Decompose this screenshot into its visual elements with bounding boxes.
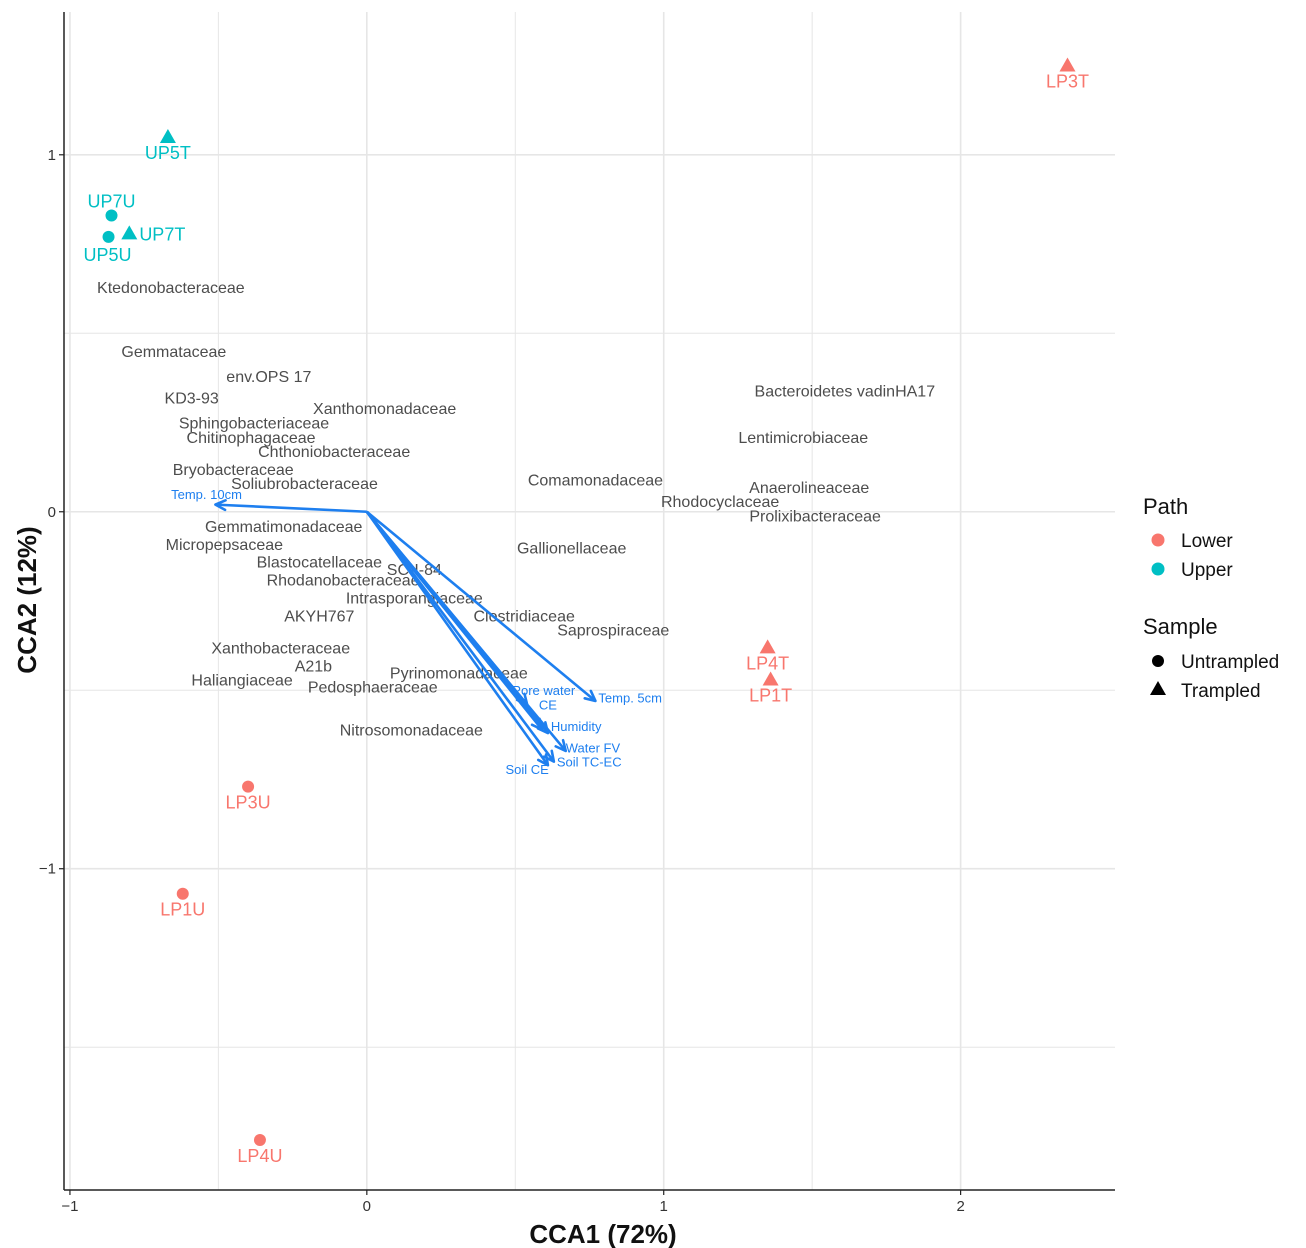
sample-point-5 xyxy=(759,639,776,654)
taxon-label-2: env.OPS 17 xyxy=(226,369,311,386)
sample-label-5: LP4T xyxy=(746,653,789,673)
sample-label-3: UP7T xyxy=(139,224,185,244)
taxon-label-6: Chitinophagaceae xyxy=(187,430,316,447)
taxon-label-9: Soliubrobacteraceae xyxy=(231,476,378,493)
sample-point-0 xyxy=(1059,57,1076,72)
y-tick-label-0: −1 xyxy=(39,861,56,878)
sample-point-6 xyxy=(762,671,779,686)
sample-label-9: LP4U xyxy=(237,1146,282,1166)
env-arrow-line-1 xyxy=(366,510,597,702)
taxon-label-25: Comamonadaceae xyxy=(528,473,663,490)
sample-point-9 xyxy=(253,1134,266,1147)
taxon-label-1: Gemmataceae xyxy=(121,344,226,361)
legend-lower-label: Lower xyxy=(1181,531,1233,552)
env-label-6: Soil TC-EC xyxy=(557,755,622,770)
taxon-label-26: Gallionellaceae xyxy=(517,540,627,557)
taxon-label-28: Lentimicrobiaceae xyxy=(738,430,868,447)
env-label-5: Water FV xyxy=(566,740,621,755)
legend-untrampled-label: Untrampled xyxy=(1181,652,1279,673)
sample-label-1: UP5T xyxy=(145,143,191,163)
taxon-label-27: Bacteroidetes vadinHA17 xyxy=(755,383,936,400)
env-label-2: Pore water xyxy=(512,683,576,698)
legend-lower-key xyxy=(1151,533,1165,547)
env-arrow-line-0 xyxy=(215,503,367,514)
sample-point-7 xyxy=(242,780,255,793)
env-label-3: CE xyxy=(539,698,557,713)
axes xyxy=(59,12,1115,1195)
taxon-label-0: Ktedonobacteraceae xyxy=(97,280,245,297)
taxon-label-10: Gemmatimonadaceae xyxy=(205,519,363,536)
legend-upper-label: Upper xyxy=(1181,560,1233,581)
env-arrow-head-7 xyxy=(536,753,550,767)
tick-labels: −1 0 1 2 −1 0 1 xyxy=(39,147,965,1215)
x-tick-label-3: 2 xyxy=(956,1198,964,1215)
taxon-label-13: Rhodanobacteraceae xyxy=(267,573,420,590)
gridlines xyxy=(64,12,1115,1190)
taxon-label-23: Pedosphaeraceae xyxy=(308,680,438,697)
env-arrow-head-0 xyxy=(214,499,227,512)
legend-upper-key xyxy=(1151,562,1165,576)
legend-untrampled-key xyxy=(1152,655,1164,667)
taxon-label-20: A21b xyxy=(295,658,332,675)
taxon-label-19: Xanthobacteraceae xyxy=(211,640,350,657)
taxon-label-4: Xanthomonadaceae xyxy=(313,401,456,418)
sample-point-4 xyxy=(102,230,115,243)
env-arrow-line-7 xyxy=(365,511,549,766)
taxon-label-18: Saprospiraceae xyxy=(557,623,669,640)
taxon-label-3: KD3-93 xyxy=(165,391,219,408)
sample-point-8 xyxy=(176,887,189,900)
sample-label-8: LP1U xyxy=(160,900,205,920)
legend-trampled-key xyxy=(1150,681,1166,695)
legend-path-title: Path xyxy=(1143,494,1188,519)
taxon-label-11: Micropepsaceae xyxy=(166,537,284,554)
env-label-7: Soil CE xyxy=(505,762,549,777)
taxon-label-31: Prolixibacteraceae xyxy=(749,508,881,525)
sample-label-0: LP3T xyxy=(1046,72,1089,92)
x-tick-label-0: −1 xyxy=(61,1198,78,1215)
legend: Path Lower Upper Sample Untrampled Tramp… xyxy=(1143,494,1279,702)
taxon-label-29: Anaerolineaceae xyxy=(749,480,869,497)
sample-label-2: UP7U xyxy=(87,191,135,211)
sample-point-1 xyxy=(159,128,176,143)
taxon-label-15: Intrasporangiaceae xyxy=(346,590,483,607)
env-label-0: Temp. 10cm xyxy=(171,487,242,502)
x-axis-title: CCA1 (72%) xyxy=(529,1219,676,1248)
y-axis-title: CCA2 (12%) xyxy=(12,526,42,673)
env-label-1: Temp. 5cm xyxy=(598,690,662,705)
sample-point-2 xyxy=(105,209,118,222)
legend-sample-title: Sample xyxy=(1143,614,1218,639)
taxon-label-22: Haliangiaceae xyxy=(191,673,293,690)
sample-label-7: LP3U xyxy=(226,793,271,813)
sample-point-3 xyxy=(121,225,138,240)
taxon-label-30: Rhodocyclaceae xyxy=(661,494,779,511)
env-label-4: Humidity xyxy=(551,719,602,734)
env-arrow-head-1 xyxy=(583,689,597,703)
x-tick-label-1: 0 xyxy=(363,1198,371,1215)
taxon-label-5: Sphingobacteriaceae xyxy=(179,416,329,433)
env-arrow-head-5 xyxy=(554,738,568,753)
taxon-label-7: Chthoniobacteraceae xyxy=(258,444,410,461)
legend-trampled-label: Trampled xyxy=(1181,681,1261,702)
taxon-label-24: Nitrosomonadaceae xyxy=(340,723,483,740)
taxon-label-8: Bryobacteraceae xyxy=(173,462,294,479)
taxon-label-12: Blastocatellaceae xyxy=(257,555,383,572)
env-arrow-line-5 xyxy=(365,510,567,752)
y-tick-label-1: 0 xyxy=(48,504,56,521)
sample-label-4: UP5U xyxy=(84,245,132,265)
sample-label-6: LP1T xyxy=(749,686,792,706)
y-tick-label-2: 1 xyxy=(48,147,56,164)
x-tick-label-2: 1 xyxy=(660,1198,668,1215)
taxon-label-16: AKYH767 xyxy=(284,608,354,625)
